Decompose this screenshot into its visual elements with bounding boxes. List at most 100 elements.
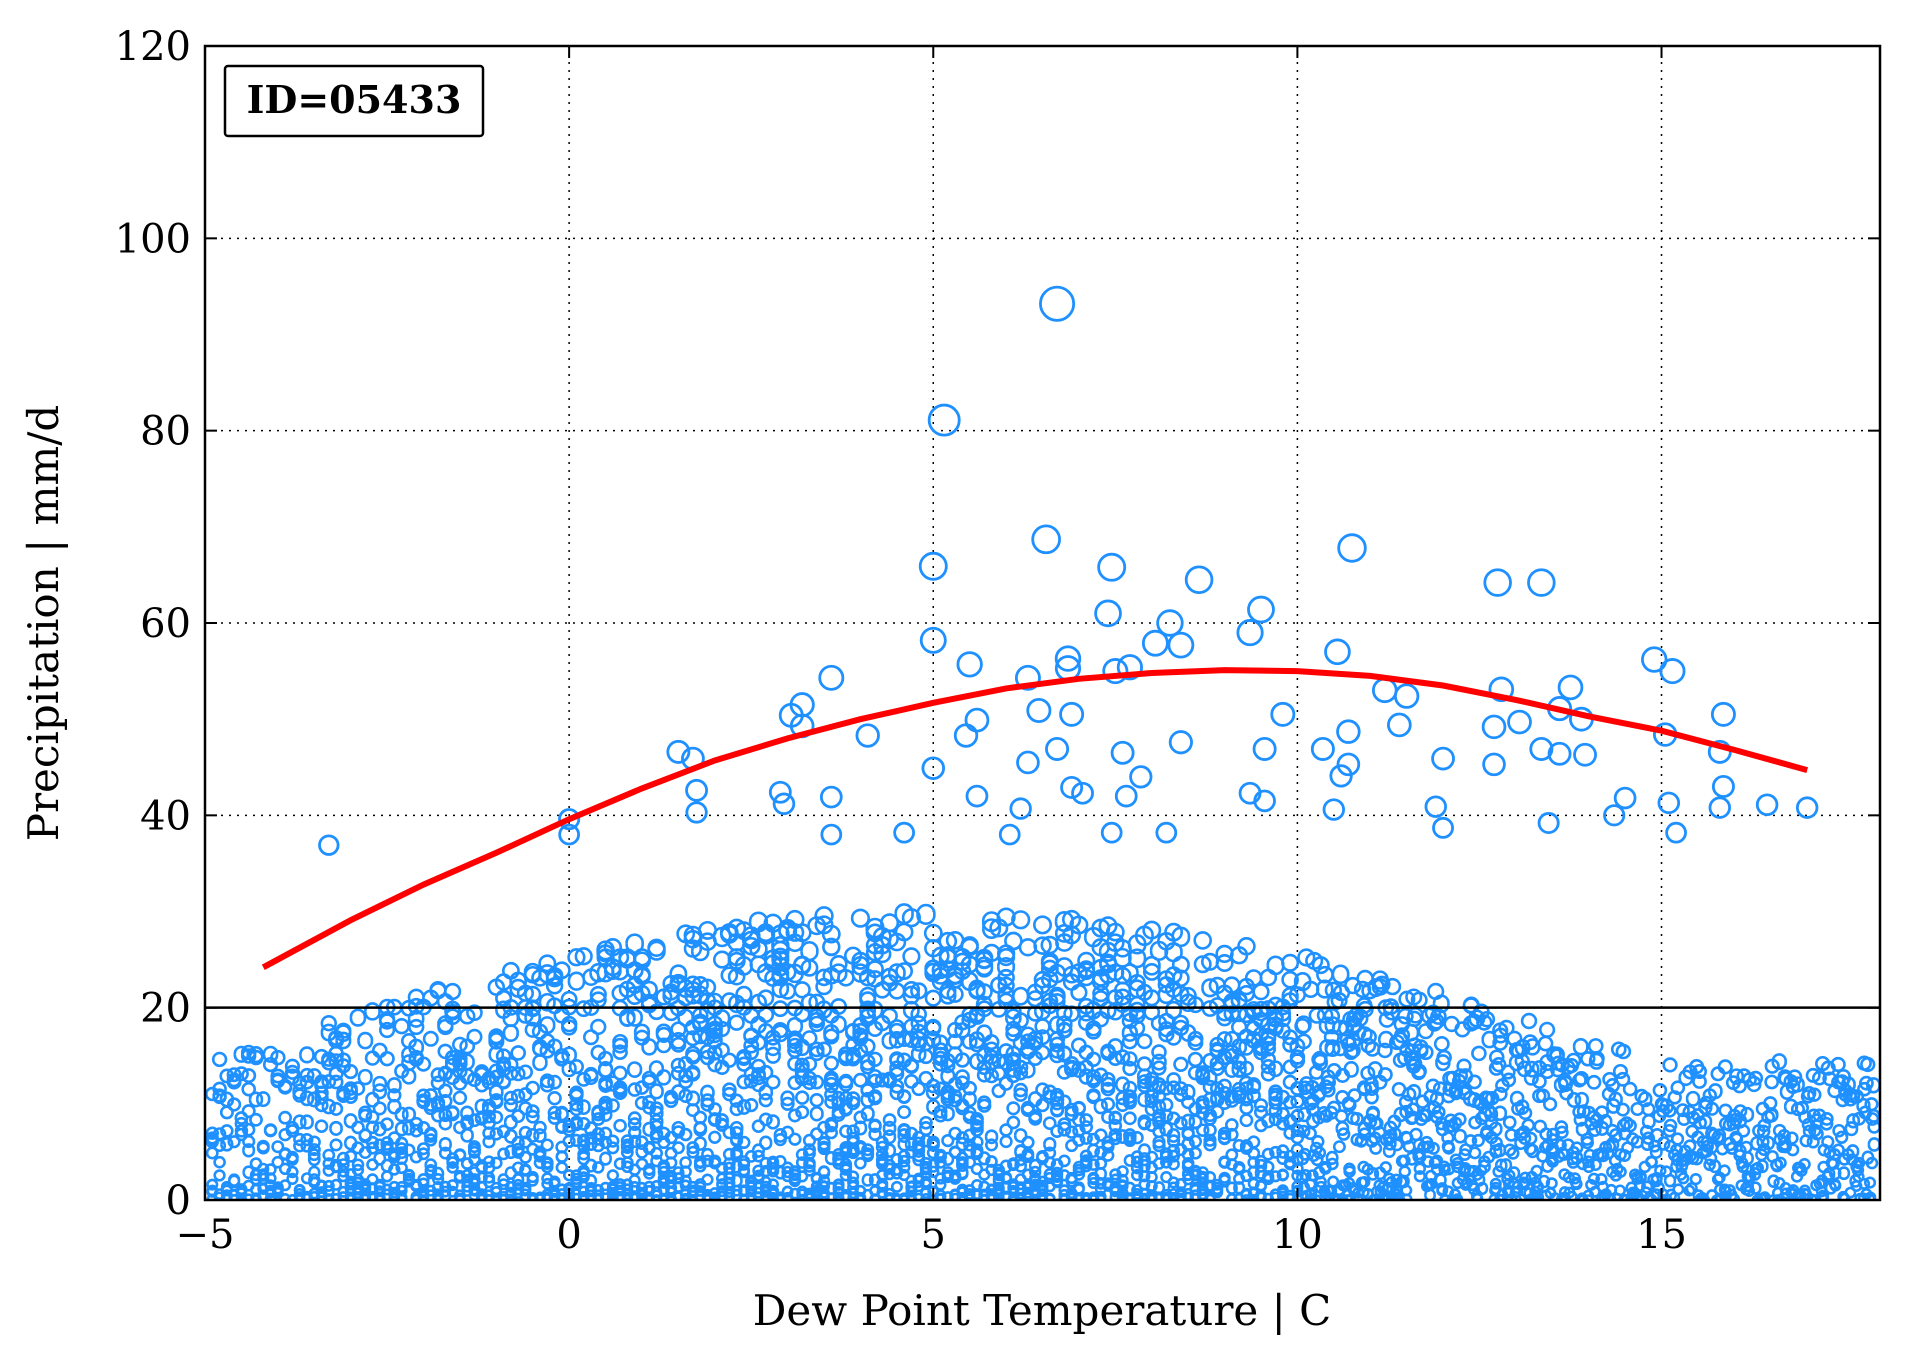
scatter-point: [685, 801, 708, 824]
scatter-point: [820, 823, 843, 846]
scatter-point: [1071, 781, 1094, 805]
scatter-point: [1059, 701, 1085, 727]
scatter-point: [1483, 568, 1512, 597]
scatter-point: [1168, 730, 1193, 755]
scatter-point: [1054, 645, 1082, 672]
id-annotation: ID=05433: [247, 77, 462, 122]
scatter-point: [855, 723, 880, 748]
scatter-point: [1708, 796, 1731, 819]
scatter-point: [1424, 795, 1447, 818]
scatter-point: [956, 651, 983, 678]
scatter-point: [1026, 697, 1052, 724]
scatter-point: [1547, 741, 1572, 766]
scatter-point: [1094, 599, 1122, 628]
scatter-point: [1167, 631, 1195, 659]
scatter-point: [1431, 746, 1455, 771]
scatter-point: [1253, 789, 1276, 813]
scatter-point: [1097, 552, 1127, 582]
scatter-point: [1014, 664, 1041, 691]
scatter-point: [819, 785, 843, 809]
scatter-point: [558, 808, 581, 831]
y-tick-label: 120: [115, 24, 191, 70]
scatter-point: [1482, 752, 1506, 777]
y-tick-label: 100: [115, 216, 191, 262]
x-tick-label: 10: [1272, 1212, 1323, 1258]
scatter-point: [1236, 619, 1264, 647]
scatter-point: [921, 756, 945, 780]
scatter-point: [1184, 565, 1214, 595]
scatter-point: [1329, 764, 1353, 788]
fit-curve: [261, 667, 1809, 970]
scatter-point: [1337, 533, 1367, 563]
scatter-point: [1432, 816, 1454, 839]
x-tick-label: 5: [921, 1212, 946, 1258]
y-tick-label: 80: [140, 409, 191, 455]
scatter-point: [666, 739, 691, 764]
scatter-point: [1641, 646, 1668, 673]
scatter-point: [965, 784, 989, 808]
scatter-point: [768, 780, 792, 804]
scatter-point: [918, 551, 948, 581]
y-tick-label: 20: [140, 986, 191, 1032]
x-axis-title: Dew Point Temperature | C: [753, 1286, 1332, 1335]
scatter-point: [1129, 765, 1153, 789]
scatter-point: [818, 664, 845, 691]
scatter-point: [1481, 714, 1507, 740]
scatter-point: [1247, 595, 1275, 624]
scatter-point: [1100, 821, 1123, 844]
scatter-point: [1557, 674, 1584, 701]
scatter-point: [558, 823, 580, 846]
scatter-point: [927, 403, 961, 437]
scatter-point: [1155, 821, 1178, 844]
scatter-point: [1387, 712, 1412, 738]
scatter-point: [1529, 736, 1554, 761]
scatter-point: [1488, 676, 1515, 703]
scatter-point: [953, 723, 979, 748]
scatter-point: [1039, 285, 1076, 322]
scatter-point: [1603, 804, 1626, 827]
scatter-point: [1324, 638, 1351, 666]
scatter-point: [1613, 786, 1637, 810]
scatter-point: [685, 778, 709, 802]
y-tick-label: 40: [140, 793, 191, 839]
scatter-point: [1110, 740, 1135, 765]
scatter-point: [1252, 736, 1277, 761]
scatter-point: [1141, 629, 1169, 657]
scatter-point: [1310, 736, 1335, 761]
x-tick-label: 0: [556, 1212, 581, 1258]
id-annotation-box: ID=05433: [223, 64, 485, 138]
y-tick-label: 0: [166, 1178, 191, 1224]
scatter-point: [318, 834, 340, 856]
scatter-points: [318, 285, 1819, 856]
scatter-point: [1710, 701, 1736, 727]
y-tick-label: 60: [140, 601, 191, 647]
scatter-point: [1102, 658, 1129, 685]
y-axis-title: Precipitation | mm/d: [19, 405, 68, 842]
x-tick-label: −5: [176, 1212, 235, 1258]
scatter-point: [893, 821, 915, 844]
scatter-point: [1336, 719, 1361, 744]
scatter-point: [1573, 742, 1597, 767]
scatter-point: [1527, 568, 1556, 597]
scatter-point: [1795, 796, 1819, 819]
scatter-point: [1031, 524, 1061, 555]
scatter-point: [1755, 793, 1779, 816]
scatter-point: [772, 792, 796, 816]
scatter-point: [1336, 752, 1361, 777]
scatter-point: [1156, 609, 1184, 637]
scatter-point: [1270, 701, 1296, 727]
scatter-point: [1537, 812, 1560, 835]
scatter-point: [1060, 775, 1084, 799]
scatter-point: [1659, 658, 1686, 685]
scatter-point: [1507, 709, 1532, 735]
scatter-point: [1116, 654, 1143, 681]
scatter-point: [998, 823, 1021, 846]
scatter-point: [919, 626, 947, 654]
scatter-point: [1665, 821, 1687, 844]
scatter-point: [1016, 750, 1040, 775]
scatter-point: [1657, 791, 1681, 815]
scatter-point: [1711, 774, 1735, 798]
x-tick-label: 15: [1636, 1212, 1687, 1258]
